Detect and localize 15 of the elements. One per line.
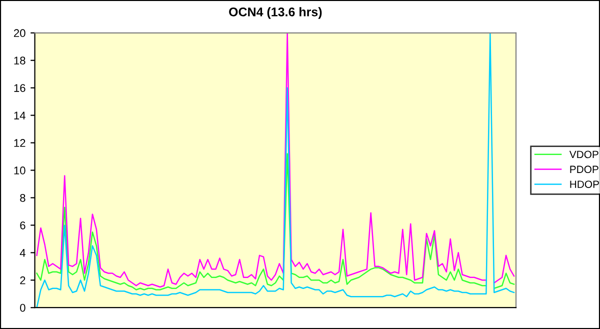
legend-label: PDOP [570, 166, 598, 174]
y-tick-label: 18 [14, 56, 26, 65]
y-tick-label: 14 [14, 112, 26, 120]
y-tick-label: 8 [20, 194, 26, 202]
y-tick-label: 2 [20, 276, 26, 284]
y-tick-label: 20 [14, 29, 26, 38]
y-tick-label: 16 [14, 84, 26, 92]
y-tick-label: 0 [20, 304, 26, 312]
y-tick-label: 6 [20, 221, 26, 230]
y-tick-label: 12 [14, 139, 26, 147]
chart-title: OCN4 (13.6 hrs) [229, 7, 322, 19]
legend-label: HDOP [570, 180, 599, 188]
legend-label: VDOP [569, 150, 598, 158]
y-tick-label: 10 [14, 166, 26, 174]
y-tick-label: 4 [20, 249, 26, 257]
